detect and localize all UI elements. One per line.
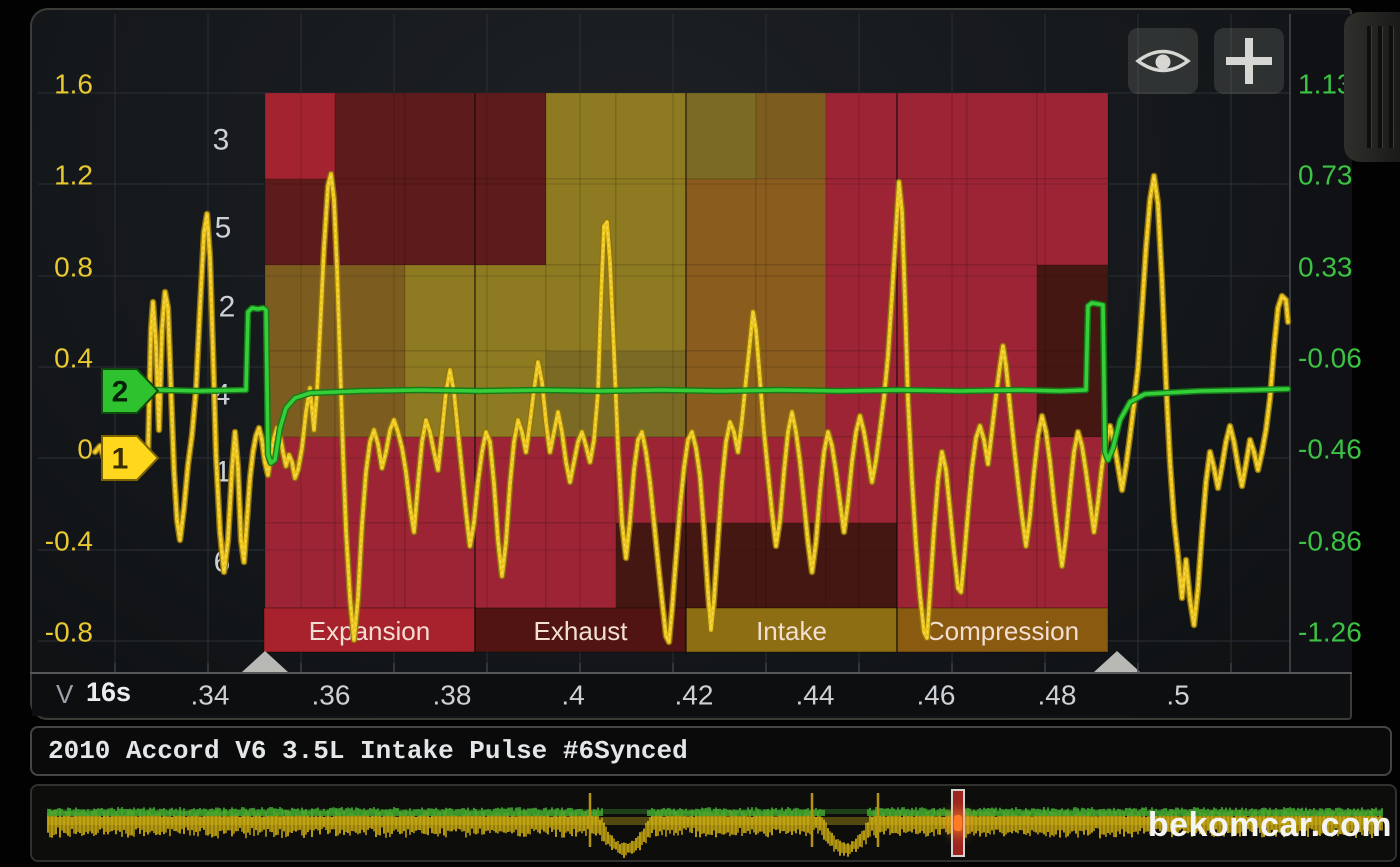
watermark: bekomcar.com (1147, 806, 1392, 844)
plus-icon (1226, 38, 1272, 84)
overview-playhead-cursor[interactable] (951, 789, 965, 857)
scope-screen (30, 8, 1352, 720)
visibility-button[interactable] (1128, 28, 1198, 94)
time-window-label: 16s (86, 677, 132, 707)
cursor-hotspot (954, 815, 962, 831)
eye-icon (1135, 49, 1191, 73)
add-button[interactable] (1214, 28, 1284, 94)
side-grip-handle[interactable] (1344, 12, 1400, 162)
capture-title: 2010 Accord V6 3.5L Intake Pulse #6Synce… (48, 736, 688, 766)
capture-title-bar[interactable]: 2010 Accord V6 3.5L Intake Pulse #6Synce… (30, 726, 1392, 776)
voltage-unit-label: V (56, 679, 74, 709)
